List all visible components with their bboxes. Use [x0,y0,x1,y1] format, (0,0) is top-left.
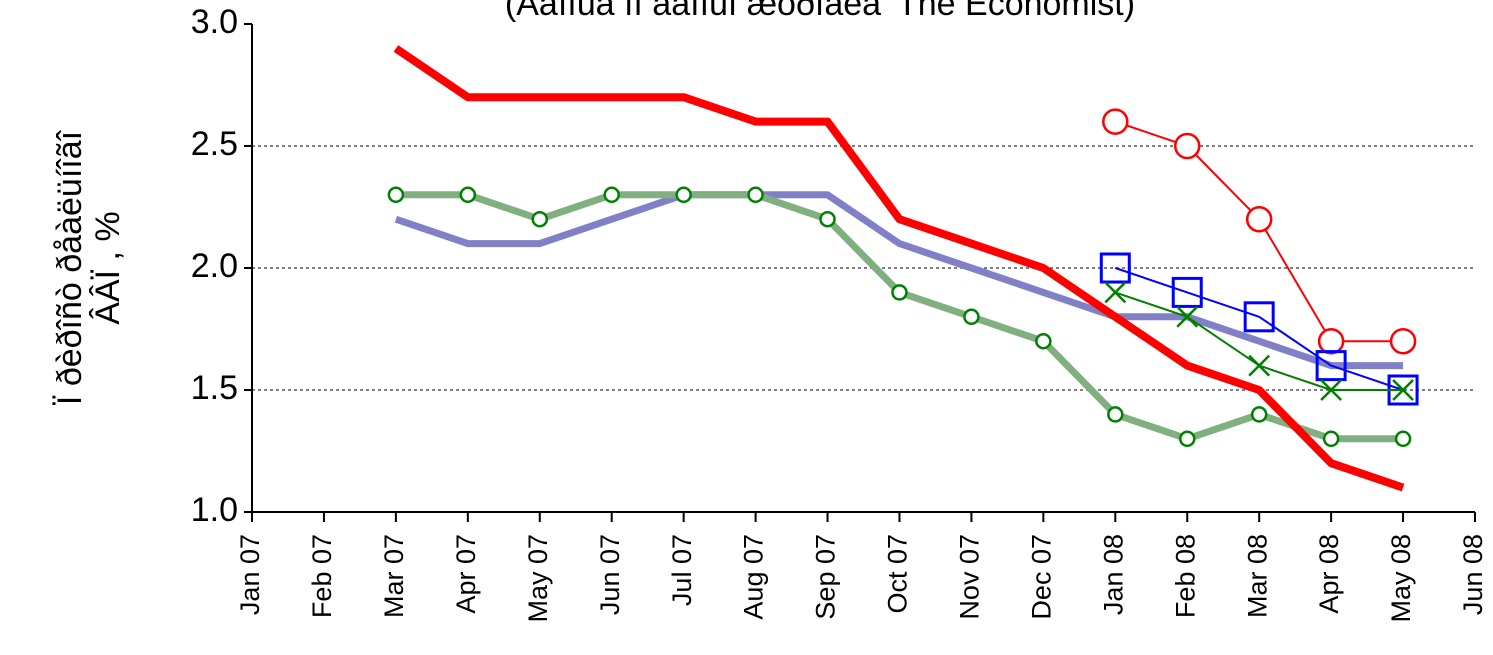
series-line [395,191,1404,443]
x-tick-label: Feb 08 [1170,534,1200,618]
marker [459,186,477,204]
marker [747,186,764,204]
x-tick-label: Jun 08 [1458,534,1488,615]
marker [891,284,908,301]
y-tick-label: 2.5 [191,125,238,163]
y-tick-label: 1.5 [191,369,238,407]
marker [531,210,549,228]
marker [1107,406,1124,423]
marker [963,308,980,326]
x-tick-label: Jul 07 [667,534,697,606]
marker [819,210,836,228]
marker [1315,350,1347,382]
marker [387,186,405,204]
x-tick-label: Dec 07 [1026,534,1056,620]
x-tick-label: Feb 07 [307,534,337,618]
x-tick-label: Apr 07 [451,534,481,614]
y-tick-label: 3.0 [191,3,238,41]
marker [1104,281,1127,304]
series-line [394,191,1404,370]
x-tick-label: May 08 [1386,534,1416,623]
marker [1243,301,1275,333]
marker [1320,379,1343,401]
x-tick-label: Jan 07 [235,534,265,615]
marker [1394,430,1412,448]
y-tick-label: 1.0 [191,491,238,529]
x-tick-label: Jan 08 [1098,534,1128,615]
marker [675,186,692,204]
x-tick-label: Sep 07 [811,534,841,620]
marker [1248,354,1271,377]
marker [1178,430,1196,448]
y-axis-label: ÂÂÏ , % [89,211,127,324]
marker [1099,252,1131,284]
marker [1173,132,1201,160]
marker [1389,327,1417,355]
x-tick-label: May 07 [523,534,553,623]
x-tick-label: Oct 07 [883,534,913,614]
marker [1035,332,1052,350]
x-tick-label: Mar 07 [379,534,409,618]
series-line [393,45,1405,492]
y-tick-label: 2.0 [191,247,238,285]
x-tick-label: Apr 08 [1314,534,1344,614]
marker [1171,276,1203,308]
marker [1250,406,1268,423]
marker [1102,108,1129,135]
y-axis-label: Ï ðèðîñò ðåàëüíîãî [51,129,89,405]
x-tick-label: Aug 07 [739,534,769,620]
marker [603,186,620,204]
x-tick-label: Mar 08 [1242,534,1272,618]
marker [1322,430,1340,448]
marker [1317,327,1345,355]
marker [1392,379,1414,401]
chart-title: (Äàííûå ïî äàííûì æóðíàëà 'The Economist… [505,0,1135,23]
marker [1176,305,1199,328]
x-tick-label: Nov 07 [955,534,985,620]
x-tick-label: Jun 07 [595,534,625,615]
marker [1245,205,1273,233]
series-line [1114,267,1404,391]
